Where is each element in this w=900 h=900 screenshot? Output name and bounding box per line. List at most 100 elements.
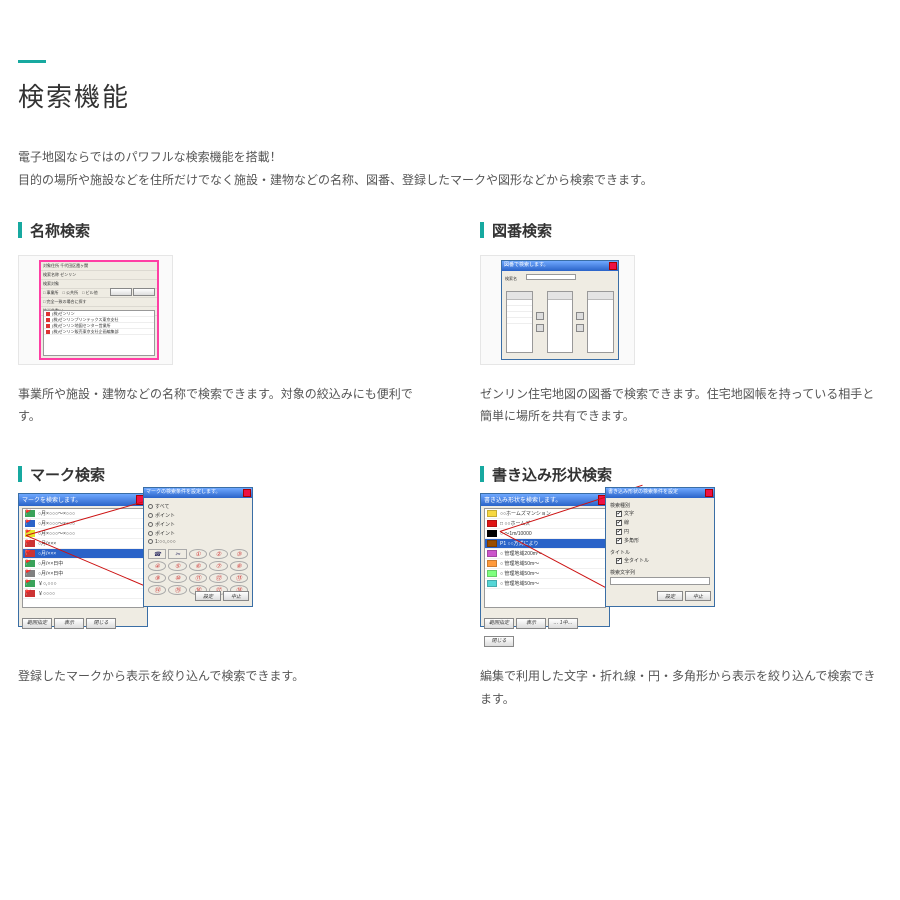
dialog-button[interactable]: 設定 xyxy=(657,591,683,601)
desc-shape-search: 編集で利用した文字・折れ線・円・多角形から表示を絞り込んで検索できます。 xyxy=(480,665,882,711)
field-input[interactable] xyxy=(526,274,576,280)
nav-button[interactable] xyxy=(576,324,584,332)
checkbox-label: 全タイトル xyxy=(624,558,649,564)
list-item[interactable]: ○ 管理地域50m～ xyxy=(485,579,605,589)
list-item[interactable]: □ ○○ホームズ xyxy=(485,519,605,529)
field-label: 検索名 xyxy=(505,276,525,282)
checkbox[interactable]: 線 xyxy=(616,518,710,527)
symbol-option[interactable]: ⑫ xyxy=(209,573,227,583)
thumb-mark-search: マークを検索します。 🚩○月×○○○～×○○○🚩○月×○○○～×○○○🚩○月×○… xyxy=(18,487,420,647)
symbol-option[interactable]: ⑩ xyxy=(168,573,186,583)
list-item[interactable]: 🚩○月/××× xyxy=(23,549,143,559)
mock-dialog-shape: 書き込み形状を検索します。 ○○ホームズマンション□ ○○ホームズ○ ～1m/1… xyxy=(480,487,715,647)
dialog-button[interactable]: 表示 xyxy=(516,618,546,629)
subhead-text: 図番検索 xyxy=(492,223,552,240)
radio-option[interactable]: 1:○○,○○○ xyxy=(148,538,248,546)
list-item[interactable]: 🚩￥○○○○ xyxy=(23,589,143,599)
list-item[interactable]: ○ 管理地域50m～ xyxy=(485,559,605,569)
thumb-name-search: 対象住所 千代田区霞ヶ関検索名称 ゼンリン検索対象□ 事業所 □ 公共所 □ ビ… xyxy=(18,255,420,365)
dialog-title: マークの検索条件を設定します。 xyxy=(146,489,221,495)
dialog-button[interactable]: 中止 xyxy=(685,591,711,601)
symbol-option[interactable]: ⑬ xyxy=(230,573,248,583)
dialog-button[interactable]: … 1中… xyxy=(548,618,578,629)
symbol-option[interactable]: ⑪ xyxy=(189,573,207,583)
symbol-option[interactable]: ③ xyxy=(230,549,248,559)
group-label: 検索文字列 xyxy=(610,569,710,576)
symbol-option[interactable]: ⑮ xyxy=(168,585,186,595)
subhead-text: マーク検索 xyxy=(30,467,105,484)
radio-option[interactable]: ポイント xyxy=(148,511,248,520)
dialog-button[interactable]: 中止 xyxy=(223,591,249,601)
group-label: 検索種別 xyxy=(610,502,710,509)
list-item[interactable]: P1 ○○方式により xyxy=(485,539,605,549)
symbol-option[interactable]: ⑤ xyxy=(168,561,186,571)
dialog-row: 対象住所 千代田区霞ヶ関 xyxy=(41,262,157,271)
dialog-button[interactable]: 範囲指定 xyxy=(22,618,52,629)
dialog-title: 書き込み形状を検索します。 xyxy=(484,498,561,504)
pipe-icon xyxy=(18,466,22,482)
close-icon[interactable] xyxy=(243,489,251,497)
symbol-option[interactable]: ⑭ xyxy=(148,585,166,595)
dialog-title: マークを検索します。 xyxy=(22,498,81,504)
card-name-search: 名称検索 対象住所 千代田区霞ヶ関検索名称 ゼンリン検索対象□ 事業所 □ 公共… xyxy=(18,220,420,429)
card-zuban-search: 図番検索 図番で検索します。 検索名 xyxy=(480,220,882,429)
checkbox[interactable]: 文字 xyxy=(616,509,710,518)
dialog-button[interactable]: 範囲指定 xyxy=(484,618,514,629)
dialog-row: □ 完全一致の場合に探す xyxy=(41,298,157,307)
symbol-option[interactable]: ☎ xyxy=(148,549,166,559)
dialog-button[interactable]: 設定 xyxy=(195,591,221,601)
subhead-text: 名称検索 xyxy=(30,223,90,240)
lead-text: 電子地図ならではのパワフルな検索機能を搭載！ 目的の場所や施設などを住所だけでな… xyxy=(18,146,882,192)
dialog-button[interactable]: 表示 xyxy=(54,618,84,629)
mock-dialog-mark: マークを検索します。 🚩○月×○○○～×○○○🚩○月×○○○～×○○○🚩○月×○… xyxy=(18,487,253,647)
dialog-button[interactable]: 閉じる xyxy=(484,636,514,647)
dialog-row: 検索名称 ゼンリン xyxy=(41,271,157,280)
symbol-option[interactable]: ⑧ xyxy=(230,561,248,571)
group-label: タイトル xyxy=(610,549,710,556)
radio-option[interactable]: すべて xyxy=(148,502,248,511)
shape-settings-window: 書き込み形状の検索条件を設定 検索種別 文字線円多角形 タイトル 全タイトル 検… xyxy=(605,487,715,607)
checkbox[interactable]: 円 xyxy=(616,527,710,536)
symbol-option[interactable]: ✂ xyxy=(168,549,186,559)
close-icon[interactable] xyxy=(609,262,617,270)
text-input[interactable] xyxy=(610,577,710,585)
page-title: 検索機能 xyxy=(18,77,882,114)
symbol-option[interactable]: ② xyxy=(209,549,227,559)
accent-bar xyxy=(18,60,46,63)
nav-button[interactable] xyxy=(536,324,544,332)
subhead-text: 書き込み形状検索 xyxy=(492,467,612,484)
radio-option[interactable]: ポイント xyxy=(148,529,248,538)
nav-button[interactable] xyxy=(536,312,544,320)
mock-dialog-zuban: 図番で検索します。 検索名 xyxy=(480,255,635,365)
subhead-shape-search: 書き込み形状検索 xyxy=(480,464,882,485)
close-icon[interactable] xyxy=(705,489,713,497)
nav-button[interactable] xyxy=(576,312,584,320)
checkbox[interactable]: 全タイトル xyxy=(610,556,710,565)
symbol-option[interactable]: ① xyxy=(189,549,207,559)
symbol-option[interactable]: ⑨ xyxy=(148,573,166,583)
symbol-option[interactable]: ⑥ xyxy=(189,561,207,571)
subhead-mark-search: マーク検索 xyxy=(18,464,420,485)
subhead-zuban-search: 図番検索 xyxy=(480,220,882,241)
symbol-option[interactable]: ⑦ xyxy=(209,561,227,571)
lead-line-1: 電子地図ならではのパワフルな検索機能を搭載！ xyxy=(18,150,282,164)
symbol-option[interactable]: ④ xyxy=(148,561,166,571)
dialog-button[interactable]: 閉じる xyxy=(86,618,116,629)
subhead-name-search: 名称検索 xyxy=(18,220,420,241)
mark-settings-window: マークの検索条件を設定します。 すべてポイントポイントポイント1:○○,○○○ … xyxy=(143,487,253,607)
checkbox[interactable]: 多角形 xyxy=(616,536,710,545)
desc-name-search: 事業所や施設・建物などの名称で検索できます。対象の絞込みにも便利です。 xyxy=(18,383,420,429)
features-grid: 名称検索 対象住所 千代田区霞ヶ関検索名称 ゼンリン検索対象□ 事業所 □ 公共… xyxy=(18,220,882,711)
thumb-zuban-search: 図番で検索します。 検索名 xyxy=(480,255,882,365)
dialog-title: 書き込み形状の検索条件を設定 xyxy=(608,489,678,495)
radio-option[interactable]: ポイント xyxy=(148,520,248,529)
shape-list-window: 書き込み形状を検索します。 ○○ホームズマンション□ ○○ホームズ○ ～1m/1… xyxy=(480,493,610,627)
desc-mark-search: 登録したマークから表示を絞り込んで検索できます。 xyxy=(18,665,420,688)
desc-zuban-search: ゼンリン住宅地図の図番で検索できます。住宅地図帳を持っている相手と簡単に場所を共… xyxy=(480,383,882,429)
card-mark-search: マーク検索 マークを検索します。 🚩○月×○○○～×○○○🚩○月×○○○～×○○… xyxy=(18,464,420,711)
list-item[interactable]: (株)ゼンリン販売東京支社企画編集部 xyxy=(44,329,154,335)
thumb-shape-search: 書き込み形状を検索します。 ○○ホームズマンション□ ○○ホームズ○ ～1m/1… xyxy=(480,487,882,647)
card-shape-search: 書き込み形状検索 書き込み形状を検索します。 ○○ホームズマンション□ ○○ホー… xyxy=(480,464,882,711)
list-item[interactable]: 🚩￥○,○○○ xyxy=(23,579,143,589)
dialog-title: 図番で検索します。 xyxy=(504,262,549,268)
